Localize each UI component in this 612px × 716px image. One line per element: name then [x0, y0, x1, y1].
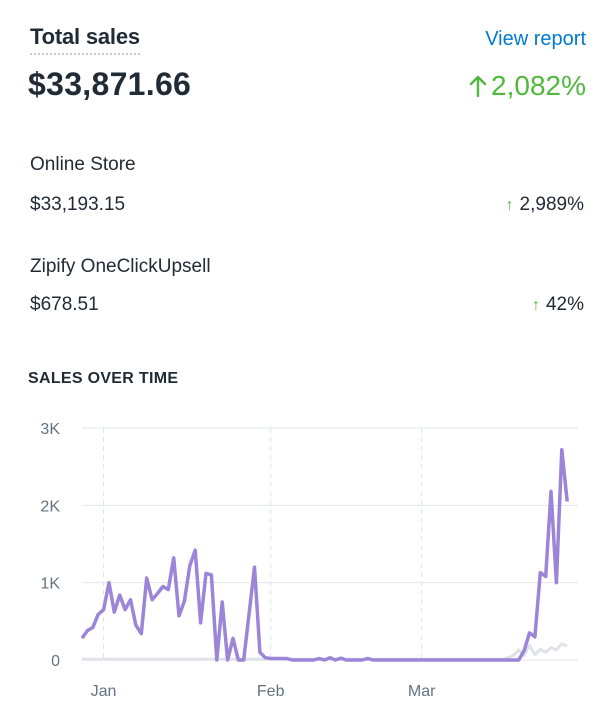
y-tick-label: 1K — [40, 576, 60, 593]
total-sales-change-value: 2,082% — [491, 70, 586, 101]
store-label: Online Store — [30, 154, 136, 175]
series-line-sales — [80, 447, 569, 662]
total-sales-amount: $33,871.66 — [28, 66, 192, 102]
upsell-change-value: 42% — [545, 294, 584, 315]
store-change: ↑ 2,989% — [506, 194, 584, 216]
total-sales-change: 2,082% — [469, 70, 586, 102]
x-tick-label: Feb — [257, 683, 285, 700]
total-sales-title: Total sales — [30, 24, 140, 55]
y-tick-label: 0 — [51, 653, 60, 670]
upsell-label: Zipify OneClickUpsell — [30, 256, 211, 277]
x-tick-label: Jan — [91, 683, 117, 700]
chart-title: SALES OVER TIME — [28, 370, 179, 387]
store-value: $33,193.15 — [30, 194, 126, 215]
upsell-change: ↑ 42% — [532, 294, 584, 316]
store-change-value: 2,989% — [519, 194, 584, 215]
view-report-link[interactable]: View report — [485, 28, 586, 50]
series-line-prior — [82, 642, 568, 661]
arrow-up-icon: ↑ — [531, 297, 540, 314]
y-tick-label: 2K — [40, 498, 60, 515]
x-tick-label: Mar — [408, 683, 436, 700]
arrow-up-icon: ↑ — [505, 197, 514, 214]
upsell-value: $678.51 — [30, 294, 99, 315]
y-tick-label: 3K — [40, 421, 60, 438]
arrow-up-icon — [469, 75, 487, 97]
